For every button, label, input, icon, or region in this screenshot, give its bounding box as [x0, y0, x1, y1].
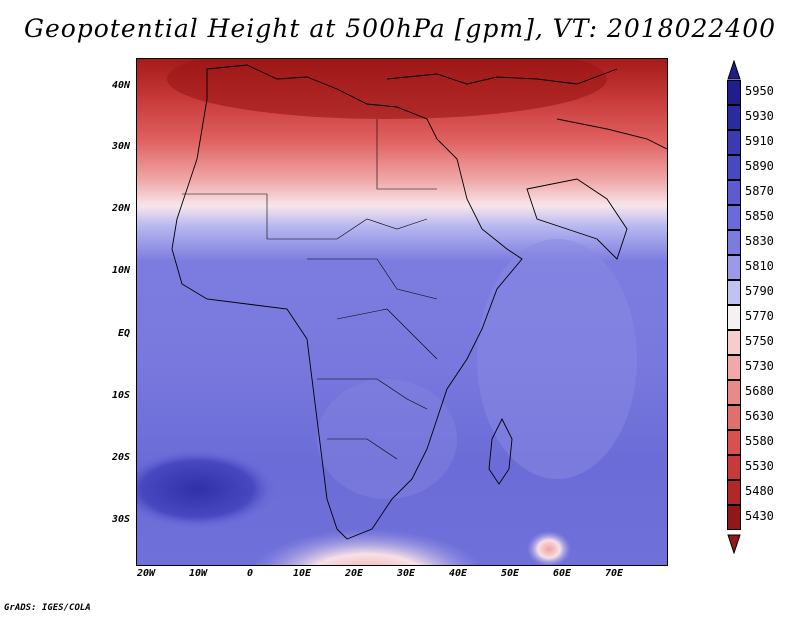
lat-label-eq: EQ: [117, 328, 130, 339]
geopotential-field: [137, 59, 667, 565]
colorbar-swatch: [727, 405, 741, 430]
colorbar-label: 5850: [745, 209, 774, 223]
footer-credit: GrADS: IGES/COLA: [4, 603, 91, 613]
colorbar-label: 5750: [745, 334, 774, 348]
colorbar-swatch: [727, 380, 741, 405]
lon-label-30e: 30E: [396, 568, 416, 579]
colorbar-label: 5580: [745, 434, 774, 448]
colorbar-label: 5930: [745, 109, 774, 123]
colorbar-label: 5890: [745, 159, 774, 173]
colorbar-level-5810: 5810: [727, 255, 787, 280]
colorbar-label: 5430: [745, 509, 774, 523]
colorbar-label: 5680: [745, 384, 774, 398]
colorbar-level-5730: 5730: [727, 355, 787, 380]
lon-label-10w: 10W: [188, 568, 208, 579]
lat-label-40n: 40N: [111, 80, 130, 91]
colorbar-level-5930: 5930: [727, 105, 787, 130]
colorbar-level-5580: 5580: [727, 430, 787, 455]
colorbar-swatch: [727, 230, 741, 255]
colorbar-label: 5480: [745, 484, 774, 498]
colorbar-top-arrow-icon: [727, 60, 741, 80]
lat-label-30n: 30N: [111, 141, 130, 152]
colorbar-level-5630: 5630: [727, 405, 787, 430]
colorbar-swatch: [727, 305, 741, 330]
lat-label-10s: 10S: [111, 390, 130, 401]
colorbar-label: 5910: [745, 134, 774, 148]
lon-label-70e: 70E: [604, 568, 624, 579]
colorbar-level-5890: 5890: [727, 155, 787, 180]
colorbar-level-5770: 5770: [727, 305, 787, 330]
colorbar-swatch: [727, 455, 741, 480]
colorbar-label: 5630: [745, 409, 774, 423]
colorbar-swatch: [727, 105, 741, 130]
lat-label-20n: 20N: [111, 203, 130, 214]
colorbar-label: 5950: [745, 84, 774, 98]
colorbar-label: 5870: [745, 184, 774, 198]
lon-label-20e: 20E: [344, 568, 364, 579]
colorbar-label: 5730: [745, 359, 774, 373]
colorbar-swatch: [727, 130, 741, 155]
lon-label-60e: 60E: [552, 568, 572, 579]
lat-label-30s: 30S: [111, 514, 130, 525]
colorbar-label: 5830: [745, 234, 774, 248]
lon-label-0: 0: [246, 568, 254, 579]
colorbar-bottom-arrow-icon: [727, 534, 741, 554]
colorbar-swatch: [727, 280, 741, 305]
colorbar: 5950 5930 5910 5890 5870 5850 5830 5810 5790 5770…: [727, 58, 793, 556]
colorbar-label: 5810: [745, 259, 774, 273]
colorbar-swatch: [727, 480, 741, 505]
colorbar-level-5910: 5910: [727, 130, 787, 155]
colorbar-swatch: [727, 330, 741, 355]
lon-label-10e: 10E: [292, 568, 312, 579]
colorbar-level-5680: 5680: [727, 380, 787, 405]
colorbar-swatch: [727, 255, 741, 280]
colorbar-swatch: [727, 155, 741, 180]
map-plot-area: [136, 58, 668, 566]
colorbar-swatch: [727, 430, 741, 455]
colorbar-label: 5530: [745, 459, 774, 473]
colorbar-label: 5770: [745, 309, 774, 323]
colorbar-level-5830: 5830: [727, 230, 787, 255]
colorbar-level-5750: 5750: [727, 330, 787, 355]
colorbar-swatch: [727, 180, 741, 205]
colorbar-level-5430: 5430: [727, 505, 787, 530]
colorbar-swatch: [727, 505, 741, 530]
colorbar-level-5950: 5950: [727, 80, 787, 105]
lon-label-40e: 40E: [448, 568, 468, 579]
lon-label-50e: 50E: [500, 568, 520, 579]
colorbar-swatch: [727, 205, 741, 230]
colorbar-swatch: [727, 80, 741, 105]
lon-label-20w: 20W: [136, 568, 156, 579]
colorbar-swatch: [727, 355, 741, 380]
colorbar-level-5480: 5480: [727, 480, 787, 505]
colorbar-level-5790: 5790: [727, 280, 787, 305]
map-title: Geopotential Height at 500hPa [gpm], VT:…: [23, 14, 777, 43]
colorbar-label: 5790: [745, 284, 774, 298]
colorbar-level-5870: 5870: [727, 180, 787, 205]
colorbar-level-5850: 5850: [727, 205, 787, 230]
colorbar-level-5530: 5530: [727, 455, 787, 480]
lat-label-20s: 20S: [111, 452, 130, 463]
lat-label-10n: 10N: [111, 265, 130, 276]
